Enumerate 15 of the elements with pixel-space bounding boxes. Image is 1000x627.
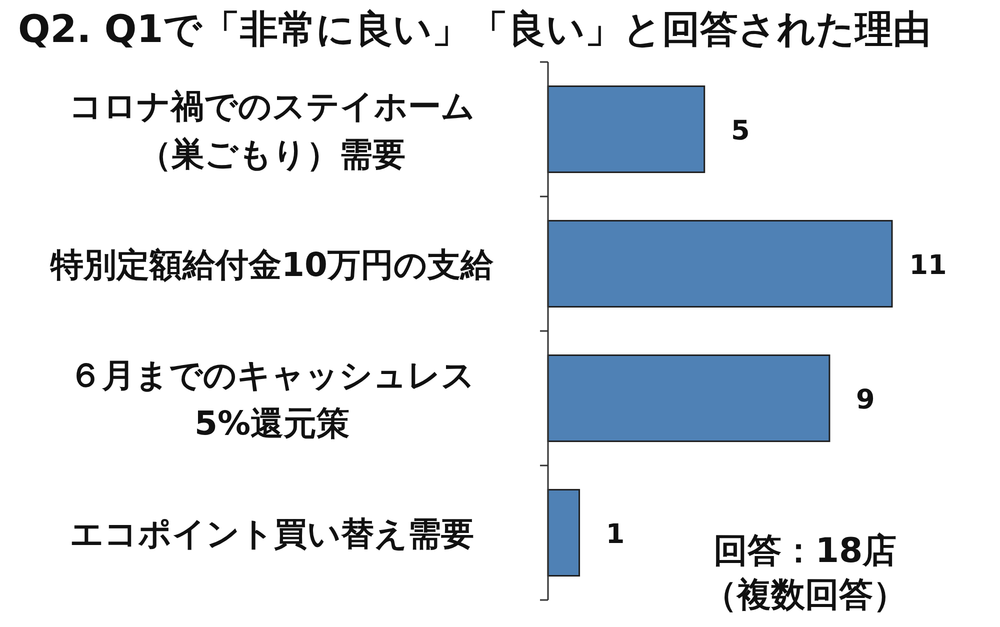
y-tick-label: エコポイント買い替え需要	[70, 514, 474, 553]
data-label: 5	[730, 115, 750, 146]
annotation: （複数回答）	[703, 575, 907, 615]
annotation: 回答：18店	[713, 531, 897, 571]
bar	[547, 488, 580, 577]
data-label: 11	[909, 250, 947, 281]
y-tick-label: コロナ禍でのステイホーム（巣ごもり）需要	[69, 86, 475, 174]
chart-title: Q2. Q1で「非常に良い」「良い」と回答された理由	[18, 7, 932, 51]
bar	[547, 354, 830, 442]
y-tick-label: 特別定額給付金10万円の支給	[50, 244, 494, 284]
bar	[547, 220, 893, 308]
y-tick-label: ６月までのキャッシュレス5%還元策	[69, 355, 475, 442]
data-label: 9	[856, 384, 875, 416]
data-label: 1	[606, 518, 625, 550]
bar	[547, 85, 706, 174]
